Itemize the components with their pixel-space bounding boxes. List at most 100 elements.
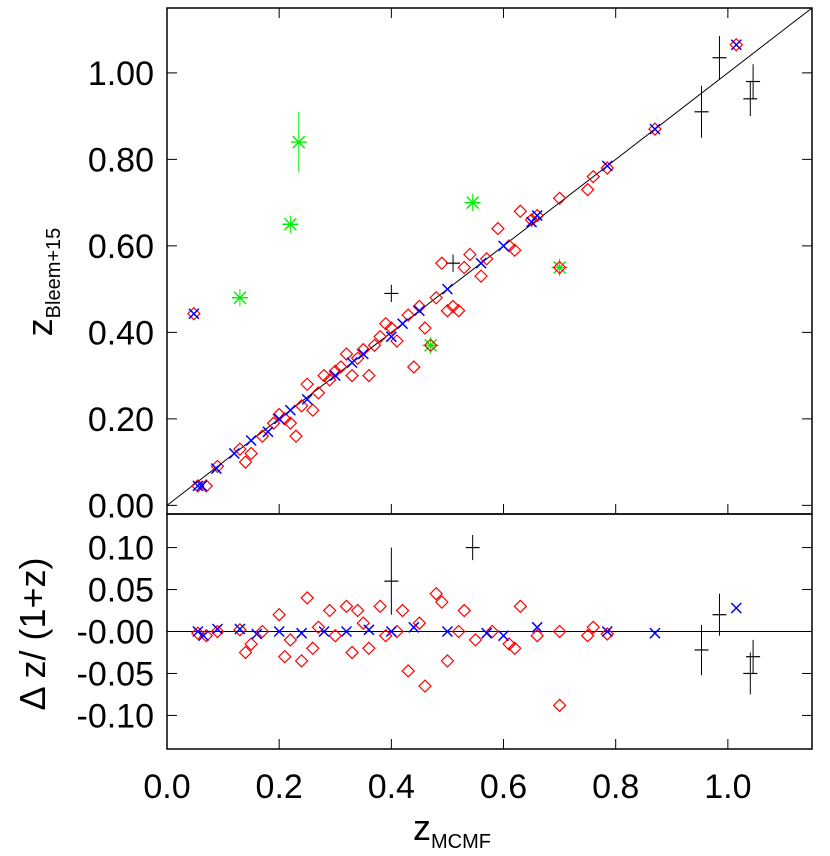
y-axis-title-top-main: z (19, 318, 60, 336)
data-point-diamond (463, 247, 477, 262)
x-axis-title: zMCMF (413, 807, 491, 853)
data-point-diamond (502, 637, 516, 651)
y-tick-label-bottom: 0.05 (88, 572, 154, 610)
data-point-diamond (530, 208, 545, 223)
data-point-diamond (289, 429, 303, 444)
data-point-cross (497, 240, 510, 252)
data-point-diamond (328, 628, 343, 643)
data-point-cross (497, 630, 510, 642)
data-point-cross (196, 480, 208, 492)
data-point-diamond (294, 654, 309, 668)
data-point-diamond (485, 624, 500, 639)
data-point-cross (601, 160, 613, 172)
data-point-diamond (429, 290, 444, 305)
x-tick-label: 1.0 (704, 768, 751, 806)
data-point-diamond (479, 251, 494, 266)
data-point-cross (329, 370, 341, 382)
data-point-cross (210, 463, 222, 475)
data-point-diamond (552, 624, 567, 639)
bottom-series-red-diamond (190, 586, 615, 713)
data-point-diamond (418, 321, 432, 335)
data-point-diamond (300, 591, 315, 605)
y-axis-title-top: zBleem+15 (19, 228, 65, 337)
data-point-cross (273, 413, 285, 425)
data-point-cross (192, 625, 204, 638)
data-point-diamond (305, 403, 320, 418)
data-point-diamond (350, 603, 365, 618)
data-point-cross (357, 348, 369, 360)
data-point-diamond (600, 161, 615, 175)
data-point-cross (481, 627, 493, 639)
data-point-diamond (373, 329, 387, 344)
data-point-cross (251, 628, 263, 640)
data-point-diamond (580, 182, 595, 197)
data-point-diamond (294, 399, 309, 413)
data-point-diamond (233, 622, 247, 637)
data-point-diamond (244, 446, 258, 461)
data-point-cross (273, 625, 285, 638)
data-point-cross (531, 621, 543, 633)
data-point-cross (262, 426, 274, 438)
data-point-diamond (378, 316, 393, 331)
data-point-diamond (552, 191, 567, 206)
y-tick-label-top: 0.40 (88, 314, 154, 352)
data-point-diamond (446, 299, 460, 314)
data-point-diamond (384, 321, 399, 335)
data-point-diamond (552, 260, 567, 275)
data-point-diamond (412, 299, 427, 314)
data-point-cross (346, 357, 358, 369)
data-point-diamond (552, 698, 567, 713)
data-point-diamond (429, 586, 444, 601)
data-point-cross (385, 625, 397, 638)
data-point-diamond (507, 243, 522, 258)
data-point-diamond (238, 455, 253, 469)
data-point-cross (234, 623, 246, 635)
data-point-diamond (283, 633, 298, 647)
data-point-cross (296, 627, 308, 639)
data-point-cross (601, 625, 613, 638)
data-point-cross (441, 283, 453, 295)
data-point-diamond (244, 637, 258, 651)
data-point-diamond (401, 664, 416, 678)
x-axis-title-main: z (413, 807, 431, 848)
data-point-cross (385, 331, 397, 343)
data-point-diamond (367, 338, 382, 353)
data-point-diamond (233, 442, 247, 456)
data-point-diamond (334, 360, 348, 374)
data-point-diamond (390, 334, 404, 348)
data-point-diamond (190, 626, 205, 641)
data-point-diamond (255, 624, 270, 639)
data-point-diamond (238, 645, 253, 660)
y-tick-label-top: 1.00 (88, 55, 154, 93)
data-point-diamond (317, 368, 331, 383)
x-tick-label: 0.0 (143, 768, 190, 806)
x-tick-label: 0.4 (368, 768, 415, 806)
data-point-diamond (395, 603, 410, 618)
data-point-cross (211, 623, 224, 635)
top-series-red-diamond (187, 37, 744, 493)
data-point-diamond (305, 641, 320, 656)
data-point-cross (475, 257, 487, 269)
data-point-diamond (272, 407, 287, 422)
data-point-diamond (283, 416, 298, 431)
data-point-star (231, 291, 248, 305)
data-point-diamond (311, 620, 326, 635)
data-point-diamond (356, 342, 371, 357)
x-axis-title-sub: MCMF (431, 831, 491, 853)
y-tick-label-bottom: -0.05 (77, 655, 155, 693)
data-point-diamond (468, 633, 483, 647)
data-point-cross (301, 393, 313, 405)
data-point-diamond (418, 679, 432, 693)
data-point-diamond (311, 386, 326, 400)
data-point-diamond (423, 338, 438, 353)
data-point-diamond (412, 616, 427, 630)
data-point-diamond (434, 256, 449, 271)
data-point-cross (197, 630, 209, 642)
data-point-diamond (373, 599, 387, 614)
data-point-cross (649, 627, 661, 639)
data-point-cross (228, 447, 240, 459)
data-point-diamond (530, 628, 545, 643)
top-series-black-plus (384, 36, 761, 303)
data-point-diamond (322, 603, 337, 618)
